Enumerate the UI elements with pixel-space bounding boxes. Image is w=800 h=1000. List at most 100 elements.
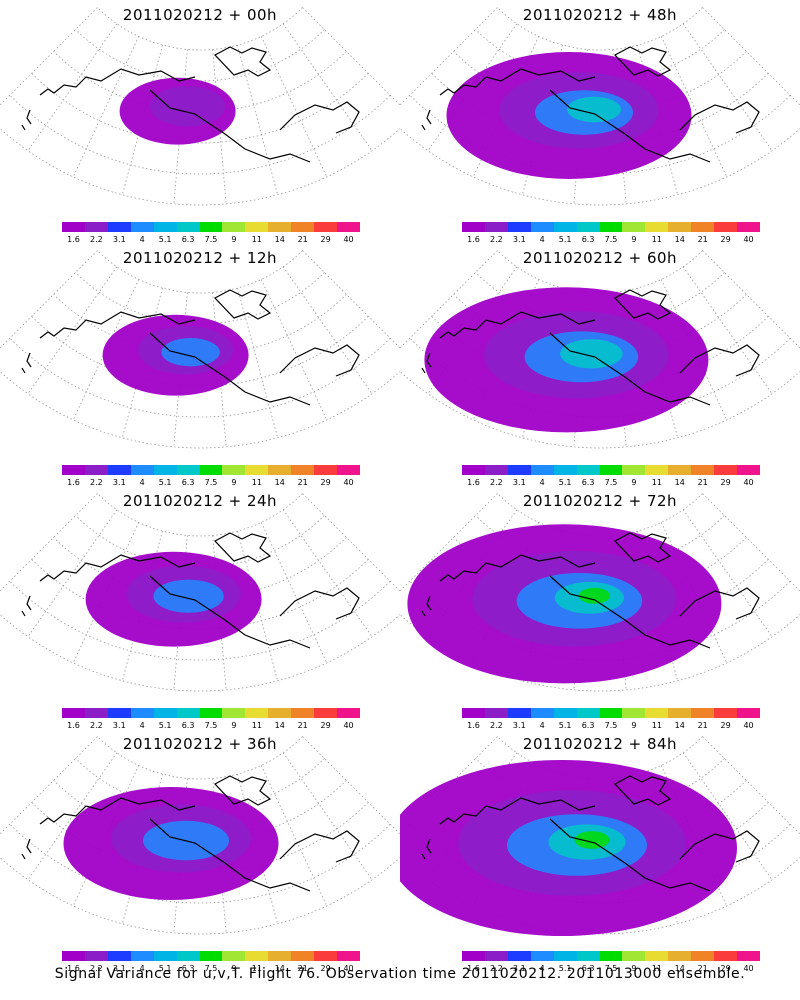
- longitude-line: [682, 266, 773, 394]
- colorbar-segment: [130, 708, 154, 718]
- colorbar-segment: [553, 951, 577, 961]
- longitude-line: [27, 266, 118, 394]
- polar-map: [0, 493, 400, 692]
- colorbar-segment: [576, 465, 600, 475]
- longitude-line: [702, 250, 800, 349]
- colorbar-tick-label: 7.5: [604, 235, 618, 244]
- colorbar-tick-label: 29: [320, 964, 331, 973]
- forecast-panel: 2011020212 + 12h 1.6 2.2 3.1 4 5.1 6.3 7.5 9 11 14…: [0, 243, 400, 487]
- colorbar-tick-label: 5.1: [158, 721, 172, 730]
- coastline: [614, 46, 672, 77]
- colorbar-tick-label: 1.6: [67, 721, 80, 730]
- colorbar-tick-label: 3.1: [112, 235, 126, 244]
- colorbar-segment: [599, 951, 623, 961]
- latitude-line: [9, 823, 391, 904]
- colorbar-tick-label: 29: [320, 721, 331, 730]
- latitude-line: [0, 128, 400, 206]
- colorbar-tick-label: 5.1: [558, 964, 572, 973]
- colorbar-tick-label: 9: [231, 721, 237, 730]
- longitude-line: [237, 44, 279, 195]
- longitude-line: [702, 493, 800, 592]
- polar-map: [400, 250, 800, 449]
- colorbar-segment: [153, 222, 177, 232]
- colorbar-segment: [484, 951, 508, 961]
- colorbar-segment: [222, 222, 246, 232]
- colorbar-tick-label: 3.1: [512, 478, 526, 487]
- colorbar: [62, 708, 360, 718]
- coastlines: [421, 775, 760, 892]
- colorbar-segment: [222, 465, 246, 475]
- colorbar-segment: [714, 465, 738, 475]
- colorbar-segment: [107, 951, 131, 961]
- coastline: [214, 46, 272, 77]
- panel-title: 2011020212 + 36h: [122, 735, 278, 753]
- longitude-line: [260, 36, 328, 178]
- latitude-line: [400, 614, 800, 692]
- colorbar-segment: [576, 951, 600, 961]
- colorbar-segment: [714, 222, 738, 232]
- colorbar-segment: [222, 951, 246, 961]
- colorbar-segment: [599, 465, 623, 475]
- colorbar-segment: [668, 951, 692, 961]
- colorbar-segment: [62, 951, 85, 961]
- colorbar-tick-label: 29: [720, 235, 731, 244]
- colorbar-tick-label: 11: [651, 964, 662, 973]
- colorbar-segment: [530, 465, 554, 475]
- colorbar-tick-label: 6.3: [181, 721, 195, 730]
- coastline: [614, 532, 672, 563]
- coastline: [439, 68, 596, 96]
- colorbar-tick-label: 6.3: [581, 235, 595, 244]
- latitude-line: [97, 7, 303, 51]
- longitude-line: [237, 530, 279, 681]
- colorbar-segment: [553, 708, 577, 718]
- colorbar-segment: [314, 222, 338, 232]
- forecast-panel: 2011020212 + 84h 1.6 2.2 3.1 4 5.1 6.3 7.5 9 11 14…: [400, 729, 800, 974]
- colorbar-segment: [668, 222, 692, 232]
- colorbar-tick-label: 7.5: [204, 964, 218, 973]
- colorbar-tick-label: 14: [674, 721, 685, 730]
- latitude-line: [497, 250, 703, 294]
- colorbar-tick-label: 1.6: [467, 964, 480, 973]
- colorbar-segment: [130, 222, 154, 232]
- forecast-panel: 2011020212 + 36h 1.6 2.2 3.1 4 5.1 6.3 7.5 9 11 14…: [0, 729, 400, 973]
- colorbar-segment: [576, 708, 600, 718]
- variance-field: [424, 287, 709, 433]
- colorbar-tick-label: 2.2: [90, 478, 103, 487]
- colorbar-tick-label: 6.3: [181, 964, 195, 973]
- coastline: [614, 775, 672, 806]
- colorbar-segment: [199, 951, 223, 961]
- coastline: [679, 101, 760, 134]
- colorbar-tick-label: 29: [320, 478, 331, 487]
- colorbar-tick-label: 40: [343, 235, 354, 244]
- coastlines: [21, 532, 360, 649]
- coastline: [421, 595, 432, 617]
- colorbar-tick-label: 11: [651, 721, 662, 730]
- variance-field: [85, 551, 262, 647]
- colorbar-tick-label: 4: [539, 964, 545, 973]
- coastline: [214, 289, 272, 320]
- colorbar-tick-label: 40: [743, 721, 754, 730]
- colorbar-tick-label: 40: [743, 235, 754, 244]
- colorbar-tick-label: 9: [631, 478, 637, 487]
- coastline: [149, 332, 311, 406]
- colorbar: [462, 222, 760, 232]
- latitude-line: [9, 337, 391, 418]
- panel-title: 2011020212 + 12h: [122, 249, 278, 267]
- colorbar-tick-label: 14: [274, 964, 285, 973]
- colorbar-tick-label: 14: [674, 478, 685, 487]
- longitude-line: [637, 287, 679, 438]
- latitude-line: [97, 736, 303, 780]
- colorbar-segment: [462, 465, 485, 475]
- coastline: [149, 575, 311, 649]
- coastline: [439, 797, 596, 825]
- latitude-line: [0, 857, 400, 935]
- coastline: [614, 289, 672, 320]
- colorbar-segment: [245, 951, 269, 961]
- colorbar-segment: [314, 951, 338, 961]
- coastline: [549, 575, 711, 649]
- forecast-panel: 2011020212 + 24h 1.6 2.2 3.1 4 5.1 6.3 7.5 9 11 14…: [0, 486, 400, 730]
- colorbar-labels: 1.6 2.2 3.1 4 5.1 6.3 7.5 9 11 14 21 29 40: [462, 964, 760, 974]
- colorbar-tick-label: 6.3: [181, 478, 195, 487]
- longitude-line: [0, 7, 98, 106]
- forecast-panel: 2011020212 + 48h 1.6 2.2 3.1 4 5.1 6.3 7.5 9 11 14…: [400, 0, 800, 244]
